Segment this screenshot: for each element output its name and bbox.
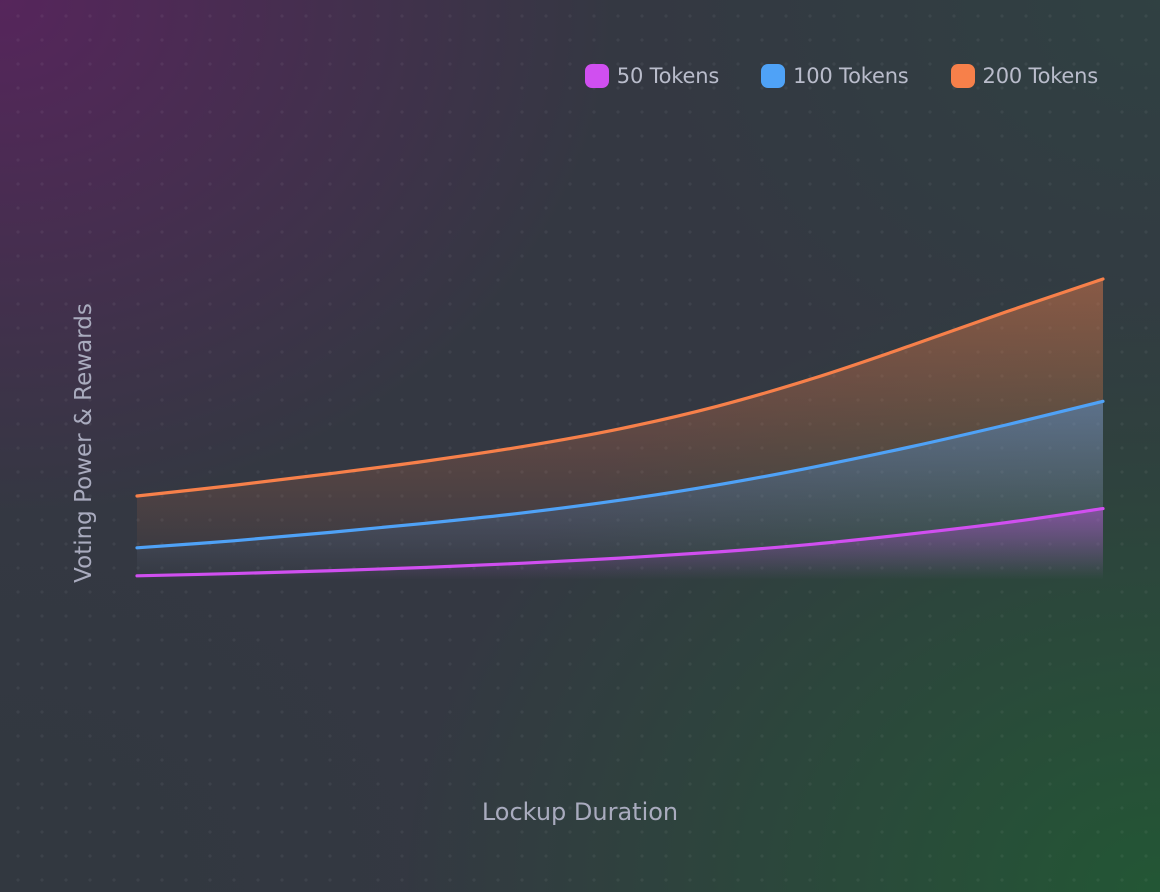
legend-item-100-tokens[interactable]: 100 Tokens: [761, 64, 909, 88]
legend-swatch-200-tokens: [950, 64, 975, 88]
legend-label-200-tokens: 200 Tokens: [982, 64, 1099, 88]
legend-item-200-tokens[interactable]: 200 Tokens: [950, 64, 1099, 88]
line-200-tokens: [135, 277, 1105, 498]
legend-swatch-50-tokens: [584, 64, 609, 88]
area-50-tokens: [137, 508, 1103, 580]
line-50-tokens: [135, 507, 1105, 578]
lines-layer: [135, 277, 1105, 578]
line-100-tokens: [135, 399, 1105, 550]
legend-label-100-tokens: 100 Tokens: [793, 64, 909, 88]
legend-item-50-tokens[interactable]: 50 Tokens: [584, 64, 720, 88]
legend-label-50-tokens: 50 Tokens: [616, 64, 720, 88]
legend-swatch-100-tokens: [761, 64, 786, 88]
chart-legend: 50 Tokens 100 Tokens 200 Tokens: [584, 64, 1099, 88]
area-100-tokens: [137, 401, 1103, 580]
x-axis-label: Lockup Duration: [481, 798, 679, 826]
y-axis-label: Voting Power & Rewards: [71, 303, 97, 583]
